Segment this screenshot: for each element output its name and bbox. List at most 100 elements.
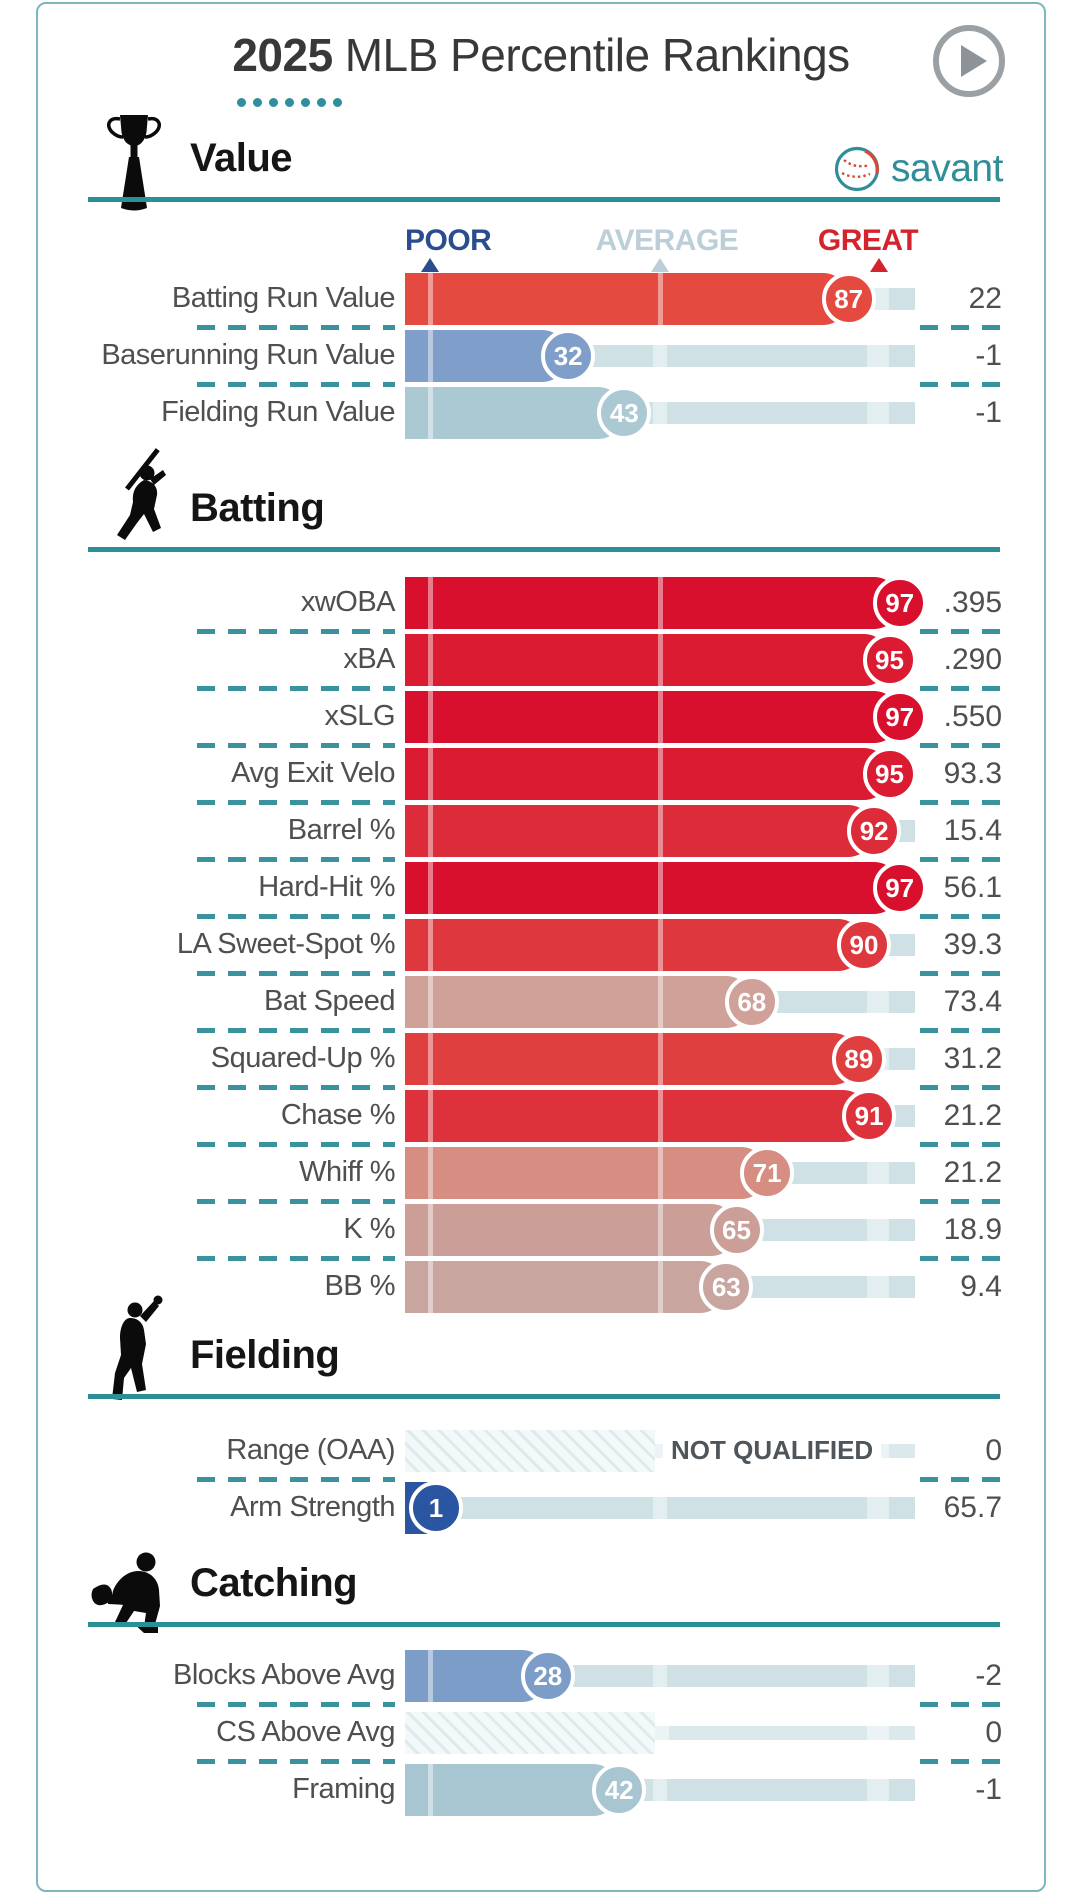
percentile-badge[interactable]: 42: [592, 1762, 647, 1817]
percentile-badge[interactable]: 89: [831, 1031, 886, 1086]
percentile-badge[interactable]: 28: [520, 1648, 575, 1703]
metric-label: xwOBA: [300, 586, 396, 618]
percentile-badge[interactable]: 90: [837, 917, 891, 972]
metric-label: Range (OAA): [226, 1434, 395, 1466]
percentile-badge[interactable]: 95: [862, 746, 917, 801]
metric-row: Barrel % 92 15.4: [0, 800, 1080, 859]
percentile-slider[interactable]: 28: [405, 1647, 915, 1704]
metric-row: Batting Run Value 87 22: [0, 270, 1080, 327]
value-rows: Batting Run Value 87 22 Baserunning Run …: [0, 270, 1080, 441]
not-qualified-hatch: [405, 1711, 655, 1754]
percentile-badge[interactable]: 97: [872, 689, 927, 744]
percentile-badge[interactable]: 97: [872, 575, 927, 630]
percentile-badge[interactable]: 91: [842, 1088, 897, 1143]
metric-row: Hard-Hit % 97 56.1: [0, 857, 1080, 916]
percentile-slider[interactable]: [405, 1704, 915, 1761]
percentile-slider[interactable]: 42: [405, 1761, 915, 1818]
percentile-bar: [405, 690, 900, 743]
percentile-slider[interactable]: 97: [405, 859, 927, 916]
metric-value: 21.2: [943, 1156, 1002, 1189]
metric-label: Bat Speed: [264, 985, 395, 1017]
metric-value: 65.7: [943, 1491, 1002, 1524]
percentile-slider[interactable]: 43: [405, 384, 915, 441]
batter-icon: [117, 448, 166, 540]
metric-label: K %: [343, 1213, 395, 1245]
percentile-badge[interactable]: 68: [724, 974, 779, 1029]
percentile-badge[interactable]: 95: [862, 632, 917, 687]
play-icon: [961, 45, 987, 77]
percentile-slider[interactable]: 90: [405, 916, 915, 973]
metric-row: Fielding Run Value 43 -1: [0, 382, 1080, 441]
metric-label: Framing: [292, 1773, 395, 1805]
percentile-slider[interactable]: 97: [405, 574, 927, 631]
metric-label: Arm Strength: [230, 1491, 395, 1523]
percentile-bar: [405, 975, 752, 1028]
percentile-bar: [405, 272, 849, 325]
percentile-slider[interactable]: 68: [405, 973, 915, 1030]
carousel-dots: [237, 98, 342, 107]
metric-value: 9.4: [960, 1270, 1002, 1303]
percentile-bar: [405, 861, 900, 914]
percentile-bar: [405, 1203, 737, 1256]
slider-track: [655, 1725, 915, 1740]
percentile-bar: [405, 633, 890, 686]
percentile-badge[interactable]: 87: [821, 271, 876, 326]
percentile-badge[interactable]: 71: [740, 1145, 795, 1200]
percentile-badge[interactable]: 32: [541, 328, 596, 383]
savant-logo[interactable]: savant: [833, 145, 1003, 193]
metric-label: Batting Run Value: [171, 282, 396, 314]
metric-label: Chase %: [280, 1099, 396, 1131]
percentile-slider[interactable]: 95: [405, 745, 917, 802]
percentile-slider[interactable]: 92: [405, 802, 915, 859]
legend-poor: POOR: [405, 224, 492, 257]
percentile-slider[interactable]: 32: [405, 327, 915, 384]
percentile-slider[interactable]: 97: [405, 688, 927, 745]
metric-value: .550: [943, 700, 1002, 733]
section-title-value: Value: [190, 136, 293, 180]
not-qualified-hatch: [405, 1429, 655, 1472]
percentile-badge[interactable]: 65: [709, 1202, 764, 1257]
metric-label: Fielding Run Value: [161, 396, 395, 428]
percentile-slider[interactable]: 65: [405, 1201, 915, 1258]
percentile-bar: [405, 329, 569, 382]
page-title-text: MLB Percentile Rankings: [344, 29, 850, 81]
metric-row: Chase % 91 21.2: [0, 1085, 1080, 1144]
metric-label: Avg Exit Velo: [231, 757, 395, 789]
percentile-slider[interactable]: 91: [405, 1087, 915, 1144]
savant-wordmark: savant: [891, 147, 1003, 190]
percentile-slider[interactable]: NOT QUALIFIED: [405, 1422, 915, 1479]
metric-value: 0: [985, 1434, 1002, 1467]
metric-value: 73.4: [943, 985, 1002, 1018]
metric-value: .395: [943, 586, 1002, 619]
metric-label: xSLG: [324, 700, 395, 732]
play-animation-button[interactable]: [933, 25, 1005, 97]
metric-value: -2: [975, 1659, 1002, 1692]
metric-row: K % 65 18.9: [0, 1199, 1080, 1258]
metric-row: Avg Exit Velo 95 93.3: [0, 743, 1080, 802]
percentile-bar: [405, 1763, 620, 1816]
percentile-badge[interactable]: 43: [597, 385, 652, 440]
percentile-slider[interactable]: 71: [405, 1144, 915, 1201]
percentile-badge[interactable]: 92: [847, 803, 902, 858]
section-title-catching: Catching: [190, 1561, 358, 1605]
metric-value: 93.3: [943, 757, 1002, 790]
metric-row: Whiff % 71 21.2: [0, 1142, 1080, 1201]
section-rule: [88, 547, 1000, 552]
metric-label: CS Above Avg: [216, 1716, 395, 1748]
percentile-slider[interactable]: 87: [405, 270, 915, 327]
section-rule: [88, 1394, 1000, 1399]
section-rule: [88, 197, 1000, 202]
legend-average: AVERAGE: [595, 224, 739, 257]
percentile-badge[interactable]: 97: [872, 860, 927, 915]
percentile-badge[interactable]: 1: [409, 1480, 463, 1535]
percentile-slider[interactable]: 95: [405, 631, 917, 688]
metric-label: BB %: [324, 1270, 395, 1302]
percentile-badge[interactable]: 63: [699, 1259, 754, 1314]
percentile-slider[interactable]: 63: [405, 1258, 915, 1315]
percentile-slider[interactable]: 89: [405, 1030, 915, 1087]
metric-value: 31.2: [943, 1042, 1002, 1075]
metric-row: Blocks Above Avg 28 -2: [0, 1647, 1080, 1704]
percentile-slider[interactable]: 1: [405, 1479, 915, 1536]
metric-row: Baserunning Run Value 32 -1: [0, 325, 1080, 384]
